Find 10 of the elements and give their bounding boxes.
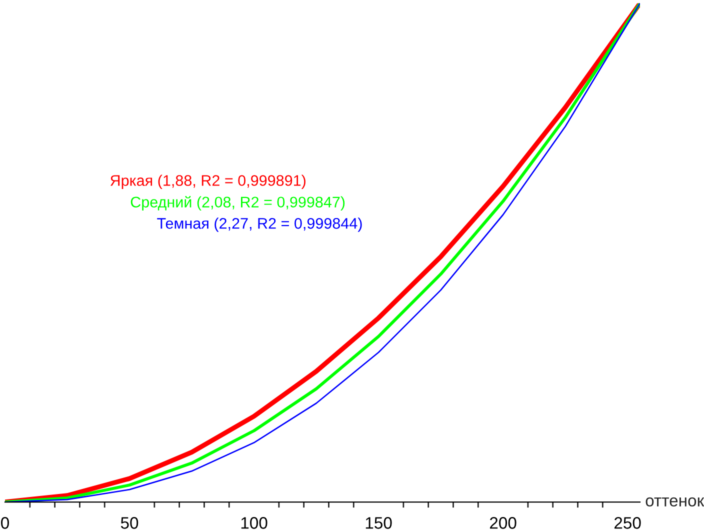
x-tick-label: 100	[241, 517, 268, 529]
text: Яркая (1,88, R2 = 0,999891)	[110, 174, 306, 189]
x-tick-label: 250	[614, 517, 641, 529]
text: Средний (2,08, R2 = 0,999847)	[130, 196, 345, 211]
text: Темная (2,27, R2 = 0,999844)	[157, 218, 362, 232]
x-tick-label: 50	[120, 517, 138, 529]
x-tick-label: 0	[1, 517, 9, 529]
x-axis-title: оттенок	[646, 497, 704, 506]
x-tick-label: 150	[366, 517, 392, 529]
x-tick-label: 200	[490, 517, 516, 529]
